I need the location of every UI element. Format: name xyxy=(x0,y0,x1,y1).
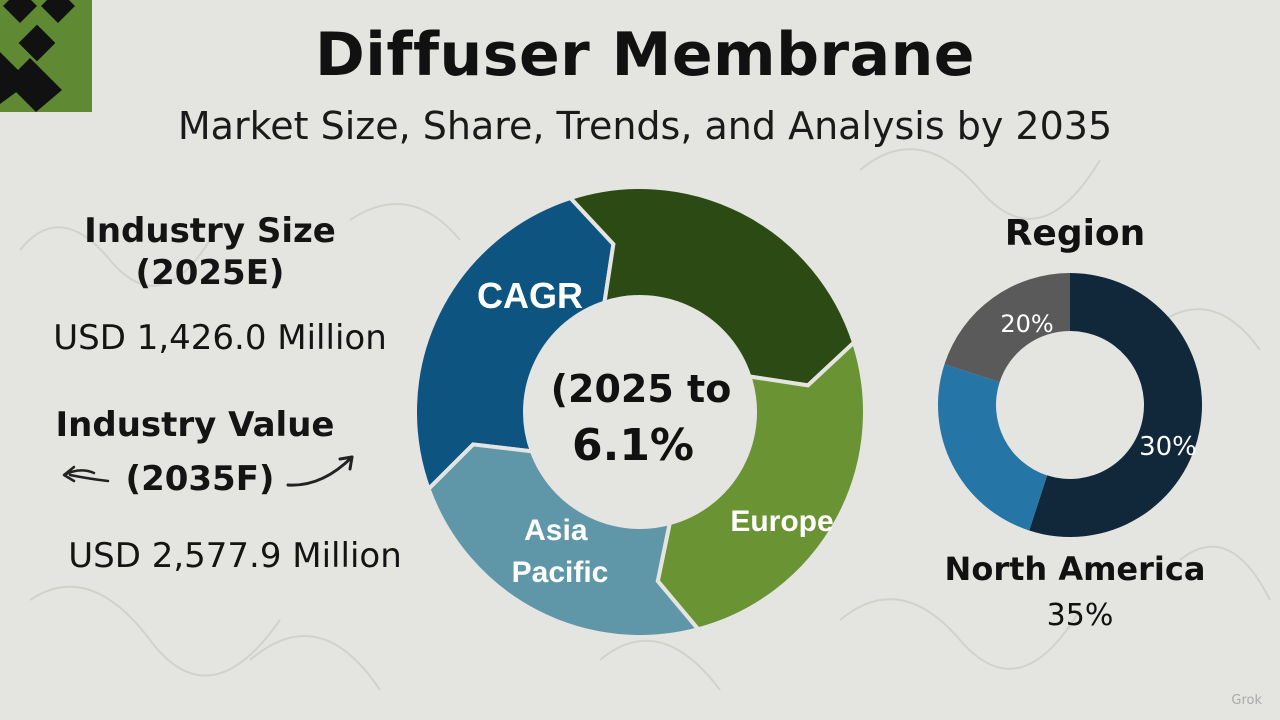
industry-size-label-line2: (2025E) xyxy=(135,253,285,293)
region-slice-blue xyxy=(938,364,1048,531)
cagr-segment xyxy=(413,195,616,493)
asia-pacific-label-line2: Pacific xyxy=(512,556,609,589)
north-america-label: North America xyxy=(944,550,1206,588)
cagr-label: CAGR xyxy=(477,275,583,316)
industry-value-label-line2: (2035F) xyxy=(125,459,275,499)
region-slice-gray xyxy=(944,273,1070,383)
cagr-donut-chart: CAGR Europe Asia Pacific (2025 to 6.1% xyxy=(413,185,867,639)
industry-size-label: Industry Size (2025E) xyxy=(20,210,400,294)
industry-size-value: USD 1,426.0 Million xyxy=(53,318,387,358)
industry-value-value: USD 2,577.9 Million xyxy=(68,536,402,576)
cagr-value-text: 6.1% xyxy=(572,420,694,471)
watermark: Grok xyxy=(1231,693,1262,708)
region-donut-chart: 30% 20% xyxy=(938,273,1202,537)
asia-pacific-label: Asia Pacific xyxy=(512,514,609,589)
unlabeled-dark-green-segment xyxy=(566,185,857,388)
region-title: Region xyxy=(1004,213,1146,254)
page-subtitle: Market Size, Share, Trends, and Analysis… xyxy=(177,104,1113,148)
page-title: Diffuser Membrane xyxy=(314,20,976,90)
cagr-period-text: (2025 to xyxy=(551,367,732,411)
north-america-value: 35% xyxy=(1046,598,1114,633)
region-slice-label-30: 30% xyxy=(1139,432,1197,462)
europe-segment xyxy=(655,338,867,632)
europe-label: Europe xyxy=(730,505,833,538)
region-slice-dark-navy xyxy=(1029,273,1202,537)
brand-logo xyxy=(0,0,92,112)
industry-value-label-line1: Industry Value xyxy=(55,405,335,445)
region-slice-label-20: 20% xyxy=(1000,310,1053,338)
arrow-swoosh-icon xyxy=(62,455,354,487)
asia-pacific-segment xyxy=(426,442,702,639)
asia-pacific-label-line1: Asia xyxy=(524,514,588,547)
industry-size-label-line1: Industry Size xyxy=(84,211,336,251)
